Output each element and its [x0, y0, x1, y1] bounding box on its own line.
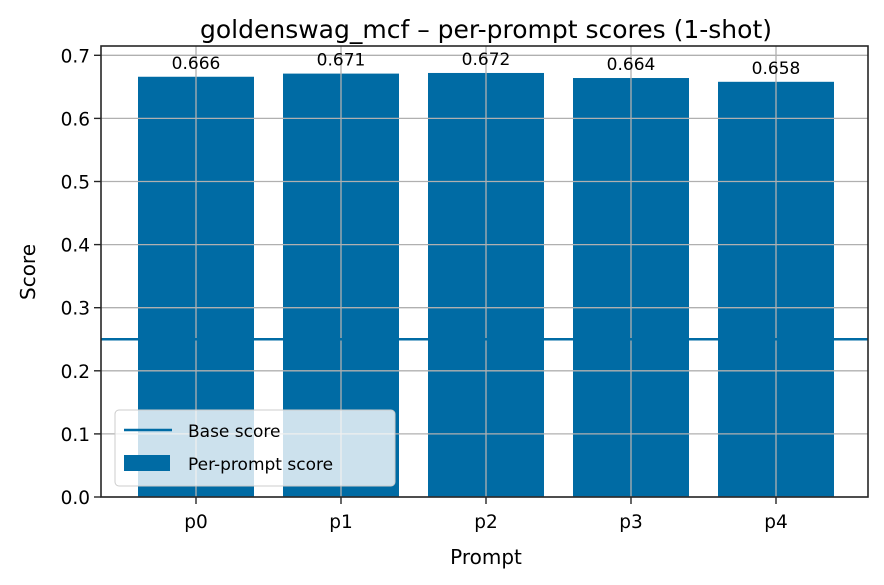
legend-box [114, 409, 396, 487]
legend-label-per-prompt-score: Per-prompt score [188, 455, 333, 475]
legend-label-base-score: Base score [188, 422, 280, 442]
gridlines [101, 46, 868, 498]
y-axis-label: Score [16, 244, 40, 300]
y-tick-label: 0.6 [61, 109, 90, 130]
bar-value-label: 0.664 [607, 55, 656, 75]
y-tick-label: 0.0 [61, 488, 90, 509]
y-axis-ticks: 0.0 0.1 0.2 0.3 0.4 0.5 0.6 0.7 [61, 46, 101, 509]
x-tick-label: p2 [474, 512, 498, 533]
axes-frame [100, 45, 869, 498]
x-tick-label: p3 [619, 512, 643, 533]
y-tick-label: 0.4 [61, 236, 90, 257]
y-tick-label: 0.7 [61, 46, 90, 67]
y-tick-label: 0.1 [61, 425, 90, 446]
x-axis-ticks: p0 p1 p2 p3 p4 [184, 497, 788, 533]
bar-value-label: 0.672 [462, 50, 511, 70]
x-axis-label: Prompt [450, 545, 522, 569]
x-tick-label: p0 [184, 512, 208, 533]
bar-value-labels: 0.666 0.671 0.672 0.664 0.658 [172, 50, 801, 79]
bar-value-label: 0.658 [752, 59, 801, 79]
bar-value-label: 0.671 [317, 51, 366, 71]
chart-title: goldenswag_mcf – per-prompt scores (1-sh… [200, 15, 772, 44]
y-tick-label: 0.2 [61, 362, 90, 383]
bar-value-label: 0.666 [172, 54, 221, 74]
y-tick-label: 0.3 [61, 299, 90, 320]
y-tick-label: 0.5 [61, 173, 90, 194]
x-tick-label: p4 [764, 512, 788, 533]
x-tick-label: p1 [329, 512, 353, 533]
legend-bar-swatch [124, 455, 170, 471]
legend: Base score Per-prompt score [114, 409, 396, 487]
